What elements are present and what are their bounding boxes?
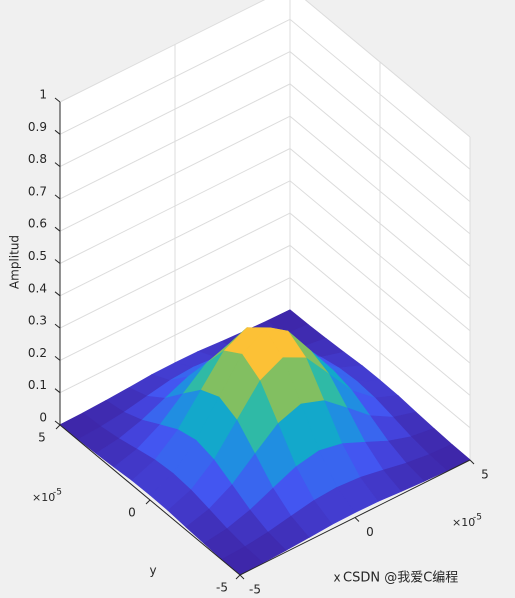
z-tick-label: 0.2: [28, 346, 47, 360]
z-tick: [54, 226, 61, 232]
y-tick: [55, 424, 61, 430]
x-axis-label: x: [333, 571, 340, 585]
watermark: CSDN @我爱C编程: [343, 571, 458, 586]
z-tick: [54, 194, 61, 200]
multiplier: ×10: [452, 516, 475, 529]
y-tick: [145, 499, 151, 505]
y-tick-label: 0: [128, 506, 136, 520]
x-tick-label: 5: [481, 468, 489, 482]
surface: [59, 309, 471, 576]
z-tick-label: 0.1: [28, 378, 47, 392]
z-tick-label: 0: [39, 411, 47, 425]
z-tick: [54, 162, 61, 167]
z-tick-label: 0.8: [28, 152, 47, 166]
z-tick: [54, 129, 61, 135]
x-tick: [354, 517, 360, 522]
x-tick: [239, 574, 245, 580]
z-tick-label: 0.3: [28, 314, 47, 328]
z-tick-label: 0.7: [28, 184, 47, 198]
z-tick-label: 0.9: [28, 120, 47, 134]
x-tick-label: 0: [366, 525, 374, 539]
x-tick-label: -5: [249, 583, 261, 597]
z-tick: [54, 420, 61, 426]
z-tick-label: 1: [39, 88, 47, 102]
z-tick: [54, 323, 61, 329]
z-tick-label: 0.5: [28, 249, 47, 263]
z-axis-label: Amplitud: [8, 235, 22, 289]
x-tick: [469, 459, 475, 465]
z-tick-label: 0.6: [28, 217, 47, 231]
z-tick: [54, 97, 61, 103]
z-tick: [54, 291, 61, 297]
z-tick: [54, 388, 61, 394]
z-tick: [54, 259, 61, 264]
z-tick: [54, 356, 61, 361]
multiplier-exponent: -5: [473, 513, 482, 523]
y-axis-label: y: [149, 564, 156, 578]
multiplier: ×10: [32, 491, 55, 504]
z-tick-label: 0.4: [28, 281, 47, 295]
grid-line: [59, 0, 471, 138]
y-tick-label: 5: [38, 431, 46, 445]
y-tick: [235, 574, 241, 580]
y-tick-label: -5: [216, 581, 228, 595]
multiplier-exponent: -5: [53, 488, 62, 498]
